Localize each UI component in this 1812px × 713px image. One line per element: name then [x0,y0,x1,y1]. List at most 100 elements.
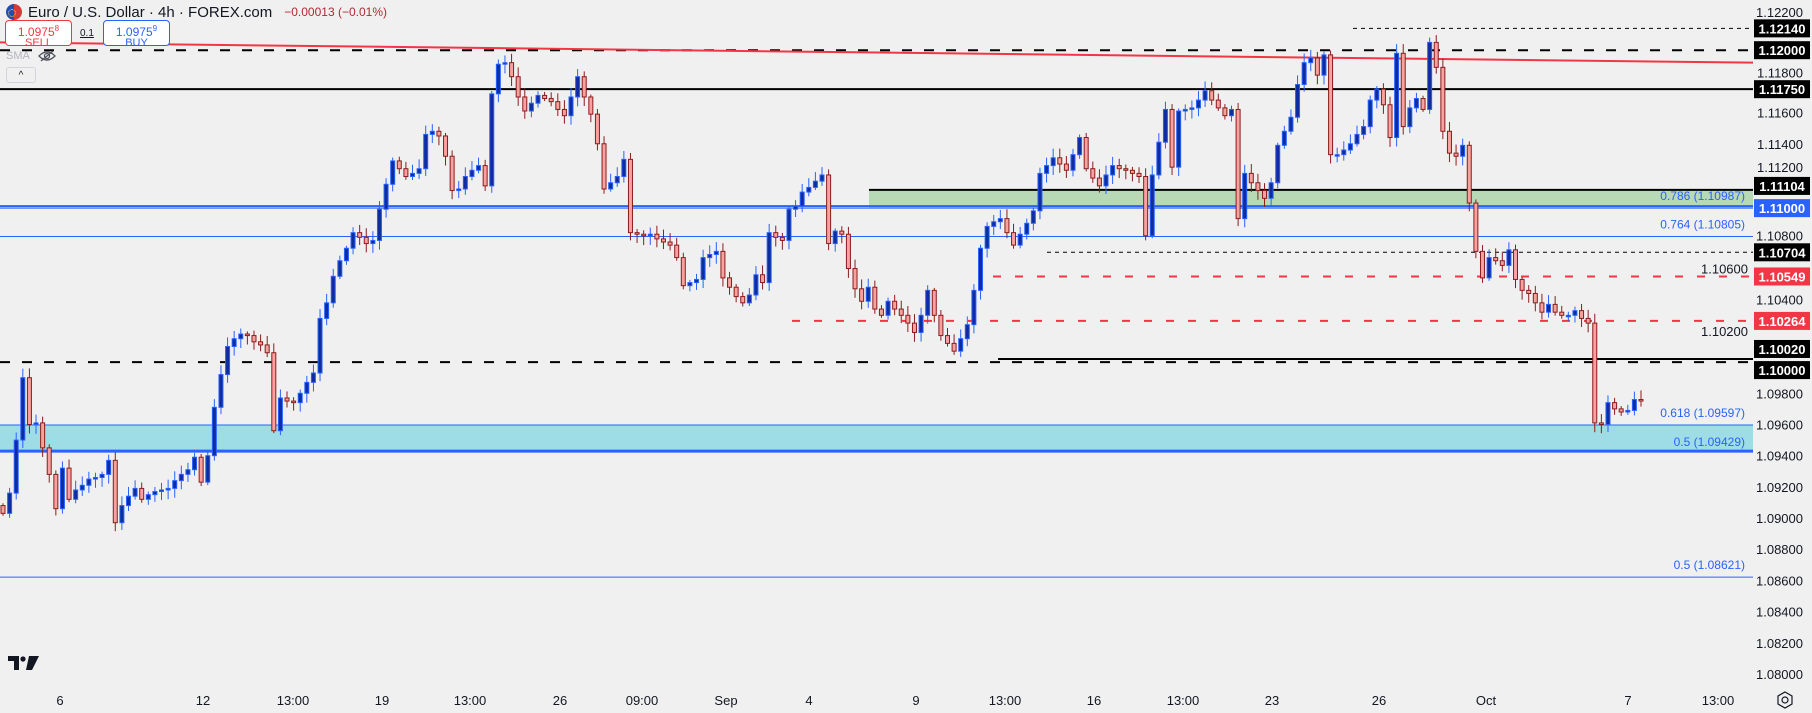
candle [139,487,145,500]
y-tick-label: 1.09800 [1756,386,1803,401]
candle [145,494,151,500]
price-label: 1.12000 [1759,43,1806,58]
candle [727,277,733,288]
candle [1539,302,1545,313]
sell-button[interactable]: 1.09758 SELL [5,20,72,49]
candle [1493,257,1499,262]
candle [760,274,766,284]
candle [443,135,449,157]
price-label: 1.10020 [1759,342,1806,357]
y-tick-label: 1.09600 [1756,417,1803,432]
candle [1400,52,1406,128]
eur-usd-flag-icon [6,4,22,20]
candle [1572,310,1578,316]
fib-label: 0.5 (1.09429) [1674,435,1745,449]
candle [152,491,158,496]
chevron-up-icon: ^ [18,70,24,81]
candle [845,233,851,270]
candle [773,232,779,238]
price-label-box [1754,243,1810,262]
candle [1136,172,1142,178]
candle [1466,144,1472,204]
candle [1334,154,1340,157]
candle [337,260,343,277]
candle [1162,108,1168,143]
price-label: 1.10549 [1759,269,1806,284]
spread-value: 0.1 [80,28,94,39]
candle [244,333,250,337]
candle [1499,260,1505,266]
candle [258,341,264,346]
price-label-box [1754,339,1810,358]
price-label: 1.11000 [1759,201,1805,216]
candle [654,233,660,240]
candle [911,322,917,333]
candle [13,439,19,494]
candle [403,168,409,178]
candle [1387,104,1393,139]
candle [1565,314,1571,318]
price-label: 1.11750 [1759,82,1805,97]
eye-hidden-icon[interactable] [37,50,56,62]
candle [178,473,184,482]
collapse-legend-button[interactable]: ^ [6,67,36,83]
candle [284,397,290,402]
candle [330,275,336,304]
candle [1176,110,1182,168]
fib-label: 0.764 (1.10805) [1660,218,1745,232]
candle [1407,107,1413,128]
candle [1420,98,1426,110]
candle [390,160,396,185]
tradingview-logo[interactable] [8,655,40,671]
candle [469,169,475,178]
x-tick-label: 7 [1624,693,1631,708]
candle [634,232,640,235]
candle [561,108,567,117]
candle [92,476,98,480]
candle [132,487,138,497]
candle [1605,402,1611,425]
indicator-legend: SMA [6,50,56,62]
candle [852,268,858,290]
candle [159,489,165,493]
price-label: 1.10704 [1759,245,1807,260]
candle [416,168,422,174]
y-tick-label: 1.10800 [1756,228,1803,243]
symbol-title[interactable]: Euro / U.S. Dollar · 4h · FOREX.com [28,3,273,21]
price-label-box [1754,19,1810,38]
candle [641,233,647,237]
y-tick-label: 1.09200 [1756,480,1803,495]
candle [271,352,277,432]
x-tick-label: 9 [912,693,919,708]
y-tick-label: 1.10400 [1756,293,1803,308]
x-tick-label: 12 [196,693,210,708]
x-tick-label: 13:00 [454,693,487,708]
candle [1262,190,1268,199]
candle [872,286,878,310]
candle [812,180,818,188]
candle [1050,157,1056,167]
buy-button[interactable]: 1.09759 BUY [103,20,170,49]
candle [46,447,52,475]
candle [687,282,693,287]
candle [786,208,792,241]
candle [1638,399,1644,402]
settings-icon[interactable] [1775,690,1795,710]
x-tick-label: 19 [375,693,389,708]
candle [20,377,26,441]
candle [376,208,382,241]
price-label: 1.12140 [1759,21,1806,36]
x-tick-label: 26 [553,693,567,708]
candle [482,165,488,187]
candle [1460,144,1466,157]
candle [231,338,237,347]
candle [1024,222,1030,235]
y-tick-label: 1.09000 [1756,511,1803,526]
candle [106,459,112,475]
candle [1189,107,1195,110]
candle [1077,137,1083,156]
candle [667,241,673,246]
indicator-name[interactable]: SMA [6,50,30,62]
price-change: −0.00013 (−0.01%) [284,5,387,19]
